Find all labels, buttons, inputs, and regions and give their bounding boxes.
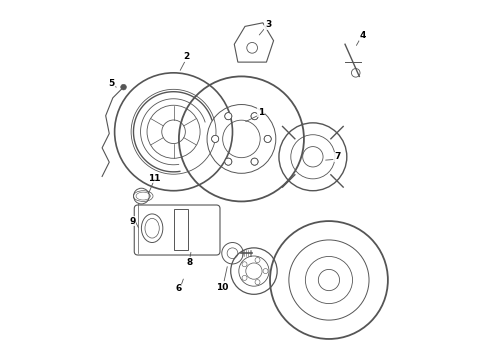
Circle shape: [212, 135, 219, 143]
Text: 10: 10: [216, 283, 228, 292]
Circle shape: [251, 113, 258, 120]
Circle shape: [225, 158, 232, 165]
Text: 3: 3: [265, 20, 271, 29]
Circle shape: [121, 84, 126, 90]
Text: 5: 5: [108, 79, 114, 88]
Bar: [173, 208, 188, 249]
Text: 6: 6: [176, 284, 182, 293]
Text: 7: 7: [335, 152, 341, 161]
Circle shape: [225, 113, 232, 120]
Text: 4: 4: [360, 31, 366, 40]
Text: 1: 1: [258, 108, 264, 117]
Text: 11: 11: [147, 174, 160, 183]
Circle shape: [251, 158, 258, 165]
Text: 2: 2: [183, 52, 189, 61]
Text: 9: 9: [129, 217, 136, 226]
Text: 8: 8: [187, 258, 193, 267]
Circle shape: [264, 135, 271, 143]
